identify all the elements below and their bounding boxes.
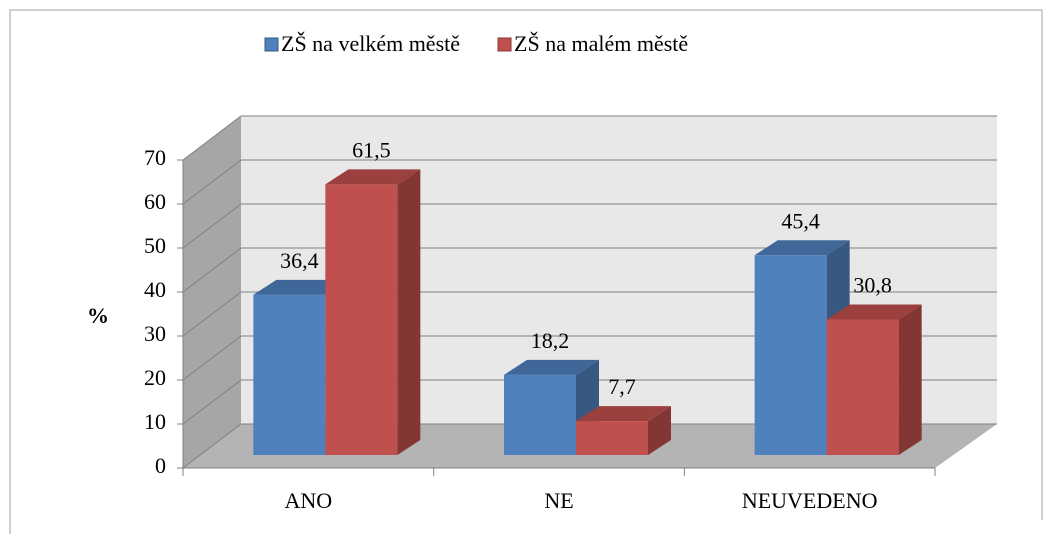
y-tick-label: 40: [144, 277, 166, 302]
bar-top: [325, 169, 421, 185]
bar-top: [253, 279, 349, 295]
x-tick-label: NE: [544, 488, 573, 513]
value-label: 61,5: [352, 137, 391, 162]
y-tick-label: 50: [144, 233, 166, 258]
y-tick-label: 70: [144, 145, 166, 170]
y-tick-label: 20: [144, 365, 166, 390]
bar-top: [576, 406, 671, 422]
bar-side: [397, 169, 421, 455]
bar: [253, 294, 326, 455]
bar-top: [504, 359, 599, 375]
value-label: 36,4: [280, 248, 319, 273]
value-label: 30,8: [853, 273, 892, 298]
side-grid-line: [182, 335, 242, 381]
side-grid-line: [182, 203, 242, 249]
value-label: 18,2: [531, 328, 570, 353]
side-grid-line: [182, 423, 242, 469]
side-grid-line: [182, 291, 242, 337]
legend-swatch: [497, 37, 512, 52]
y-tick-label: 30: [144, 321, 166, 346]
side-grid-line: [182, 247, 242, 293]
bar: [504, 374, 576, 455]
bar-side: [648, 406, 671, 455]
legend-swatch: [264, 37, 279, 52]
side-grid-line: [182, 379, 242, 425]
x-tick-label: NEUVEDENO: [742, 488, 878, 513]
bar-top: [826, 304, 922, 320]
value-label: 45,4: [781, 208, 820, 233]
bar: [576, 421, 648, 455]
bar-top: [754, 240, 850, 256]
y-tick-label: 0: [155, 453, 166, 478]
side-grid-line: [182, 115, 242, 161]
bar: [826, 319, 899, 455]
side-grid-line: [182, 159, 242, 205]
legend-label: ZŠ na malém městě: [514, 31, 688, 56]
chart-frame: [9, 9, 1043, 534]
bar-side: [898, 304, 922, 455]
bar: [754, 255, 827, 455]
y-tick-label: 10: [144, 409, 166, 434]
y-axis-label: %: [87, 303, 109, 328]
bar: [325, 184, 398, 455]
x-tick-label: ANO: [284, 488, 332, 513]
side-wall: [183, 116, 241, 468]
y-tick-label: 60: [144, 189, 166, 214]
value-label: 7,7: [608, 374, 636, 399]
legend-label: ZŠ na velkém městě: [281, 31, 460, 56]
